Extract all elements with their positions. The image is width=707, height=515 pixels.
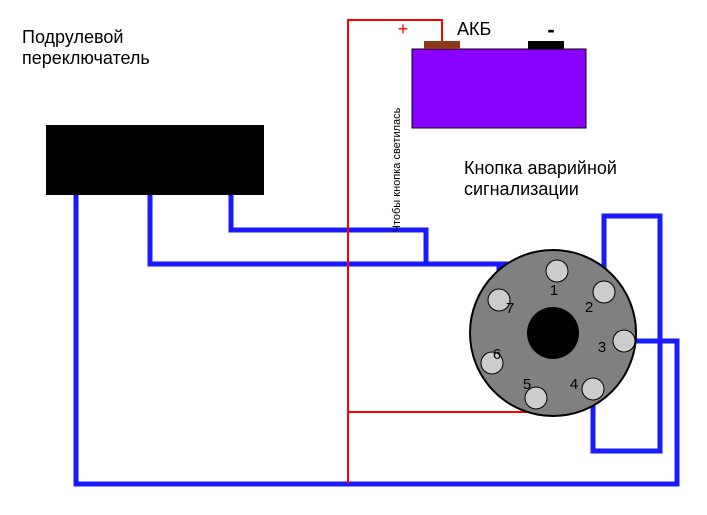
pin-label-5: 5 — [523, 376, 531, 393]
connector-pin-3 — [613, 330, 635, 352]
connector-pin-1 — [546, 260, 568, 282]
connector-pin-2 — [593, 281, 615, 303]
battery-body — [412, 49, 586, 128]
connector-hub — [527, 307, 579, 359]
battery-terminal-pos — [424, 41, 460, 49]
note-vertical: Чтобы кнопка светилась — [391, 107, 403, 232]
steering-switch — [46, 125, 264, 195]
wire-blue — [150, 195, 499, 300]
battery-terminal-neg — [528, 41, 564, 49]
pin-label-4: 4 — [570, 376, 578, 393]
plus-label: + — [398, 19, 409, 39]
pin-label-7: 7 — [506, 300, 514, 317]
connector-pin-4 — [582, 378, 604, 400]
minus-label: - — [547, 17, 554, 42]
pin-label-2: 2 — [585, 299, 593, 316]
switch-label: Подрулевой — [22, 27, 123, 47]
switch-label-2: переключатель — [22, 48, 150, 68]
hazard-label: Кнопка аварийной — [464, 158, 617, 178]
battery-label: АКБ — [457, 19, 491, 39]
hazard-label-2: сигнализации — [464, 179, 579, 199]
pin-label-6: 6 — [493, 346, 501, 363]
pin-label-1: 1 — [550, 282, 558, 299]
pin-label-3: 3 — [598, 339, 606, 356]
